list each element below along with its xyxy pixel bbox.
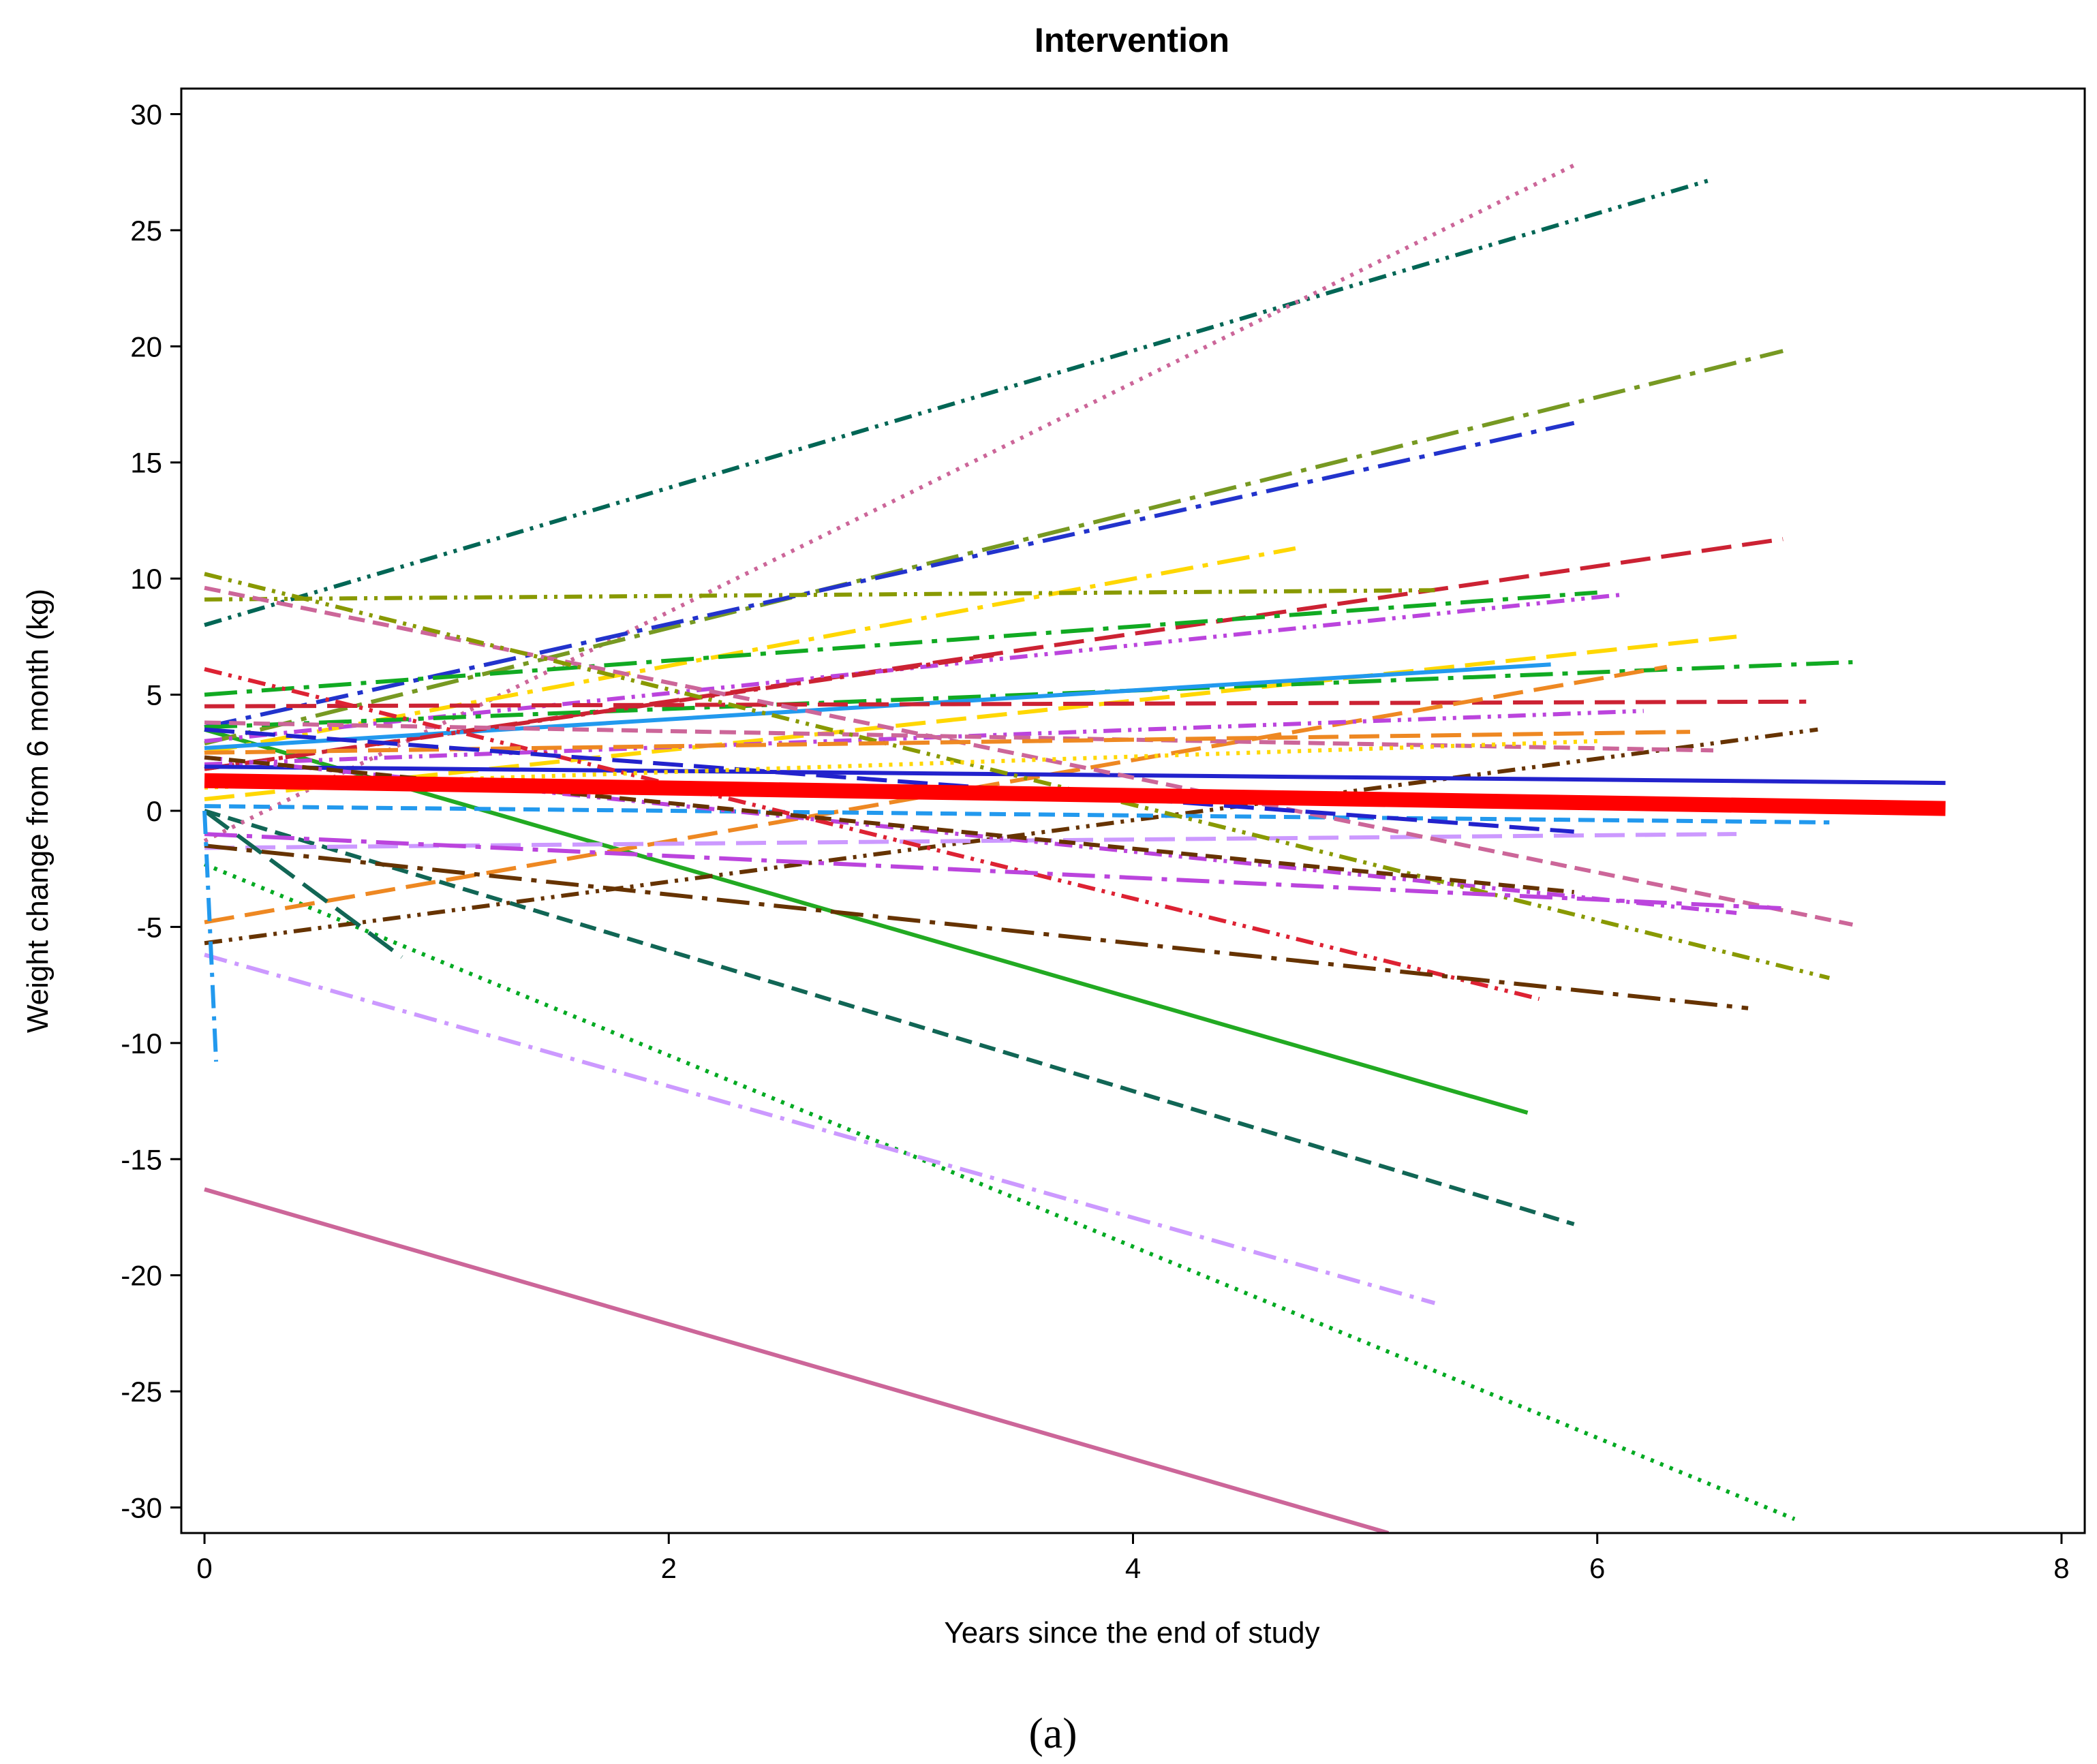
x-tick-label: 6 [1589, 1552, 1605, 1584]
series-line-31 [204, 844, 1749, 1010]
y-tick-label: 10 [130, 563, 162, 595]
series-line-8 [204, 349, 1784, 746]
series-line-19 [204, 699, 1807, 709]
y-tick-label: 25 [130, 215, 162, 247]
y-tick-label: 15 [130, 447, 162, 479]
series-line-4 [204, 809, 1575, 1226]
series-line-11 [204, 546, 1296, 755]
y-tick-label: -5 [137, 911, 162, 943]
x-tick-label: 0 [196, 1552, 212, 1584]
y-tick-label: -25 [121, 1376, 162, 1408]
series-line-3 [204, 953, 1436, 1305]
series-line-37 [203, 809, 403, 959]
y-tick-label: -20 [121, 1260, 162, 1292]
y-tick-label: 0 [147, 795, 162, 827]
figure-caption: (a) [1028, 1709, 1077, 1757]
series-line-6 [204, 177, 1714, 628]
series-layer [202, 163, 1946, 1533]
series-line-16 [204, 660, 1853, 730]
series-line-13 [204, 590, 1597, 697]
series-line-33 [204, 832, 1784, 911]
y-axis-label: Weight change from 6 month (kg) [21, 589, 55, 1033]
x-axis-label: Years since the end of study [944, 1616, 1319, 1650]
y-tick-label: 30 [130, 98, 162, 130]
x-tick-label: 8 [2053, 1552, 2069, 1584]
y-tick-label: 5 [147, 679, 162, 711]
series-line-30 [204, 667, 1540, 1001]
series-line-35 [204, 727, 1574, 834]
series-line-12 [204, 588, 1435, 602]
chart-title: Intervention [1035, 21, 1229, 59]
y-tick-label: -15 [121, 1143, 162, 1175]
series-line-15 [204, 634, 1737, 801]
series-line-27 [204, 755, 1737, 915]
y-tick-label: -10 [121, 1027, 162, 1059]
series-line-29 [204, 572, 1831, 980]
y-tick-label: -30 [121, 1492, 162, 1524]
series-line-36 [204, 739, 1597, 790]
series-line-2 [203, 862, 1796, 1521]
series-line-1 [204, 1187, 1390, 1533]
mean-trend-line [204, 773, 1946, 816]
y-tick-label: 20 [130, 330, 162, 362]
series-line-25 [204, 804, 1830, 825]
x-axis: 0 2 4 6 8 [196, 1533, 2070, 1584]
y-axis: 30 25 20 15 10 5 0 -5 -10 -15 -20 -25 -30 [121, 98, 181, 1524]
x-tick-label: 4 [1125, 1552, 1141, 1584]
series-line-38 [202, 810, 219, 1062]
series-line-9 [204, 420, 1575, 730]
series-line-23 [204, 764, 1946, 786]
x-tick-label: 2 [661, 1552, 677, 1584]
series-line-5 [204, 727, 1529, 1115]
